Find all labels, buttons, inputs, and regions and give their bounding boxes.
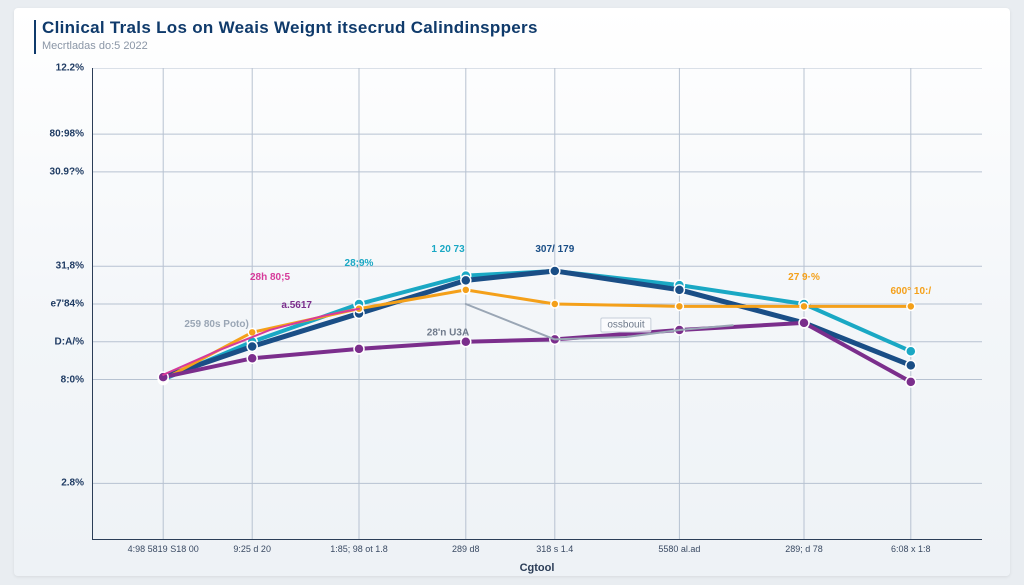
x-tick-label: 318 s 1.4 xyxy=(536,544,573,554)
x-tick-label: 289 d8 xyxy=(452,544,480,554)
y-tick-label: 8:0% xyxy=(36,374,84,385)
y-tick-label: D:A/% xyxy=(36,336,84,347)
data-point-label: 307/ 179 xyxy=(535,244,574,255)
x-tick-label: 1:85; 98 ot 1.8 xyxy=(330,544,388,554)
plot-area: 12.2%80:98%30.9?%31,8%e7'84%D:A/%8:0%2.8… xyxy=(92,68,982,540)
x-tick-label: 9:25 d 20 xyxy=(233,544,271,554)
y-tick-label: 80:98% xyxy=(36,129,84,140)
chart-card: Clinical Trals Los on Weais Weignt itsec… xyxy=(14,8,1010,576)
y-tick-label: 31,8% xyxy=(36,261,84,272)
data-point-label: 1 20 73 xyxy=(431,244,464,255)
title-accent xyxy=(34,20,36,54)
data-point-label: a.5617 xyxy=(281,300,312,311)
chart-title: Clinical Trals Los on Weais Weignt itsec… xyxy=(42,18,538,38)
x-tick-label: 289; d 78 xyxy=(785,544,823,554)
series-callout: ossbouit xyxy=(600,318,651,333)
y-tick-label: 12.2% xyxy=(36,63,84,74)
data-point-label: 27 9·% xyxy=(788,272,820,283)
y-tick-label: 30.9?% xyxy=(36,166,84,177)
chart-lines xyxy=(92,68,982,540)
data-point-label: 28'n U3A xyxy=(427,327,469,338)
y-tick-label: 2.8% xyxy=(36,478,84,489)
data-point-label: 28;9% xyxy=(345,258,374,269)
data-point-label: 600° 10:/ xyxy=(890,286,931,297)
y-tick-label: e7'84% xyxy=(36,299,84,310)
x-axis-title: Cgtool xyxy=(520,562,555,574)
data-point-label: 259 80s Poto) xyxy=(184,319,248,330)
data-point-label: 28h 80;5 xyxy=(250,272,290,283)
chart-subtitle: Mecrtladas do:5 2022 xyxy=(42,40,148,52)
x-tick-label: 6:08 x 1:8 xyxy=(891,544,931,554)
x-tick-label: 4:98 5819 S18 00 xyxy=(128,544,199,554)
x-tick-label: 5580 al.ad xyxy=(658,544,700,554)
